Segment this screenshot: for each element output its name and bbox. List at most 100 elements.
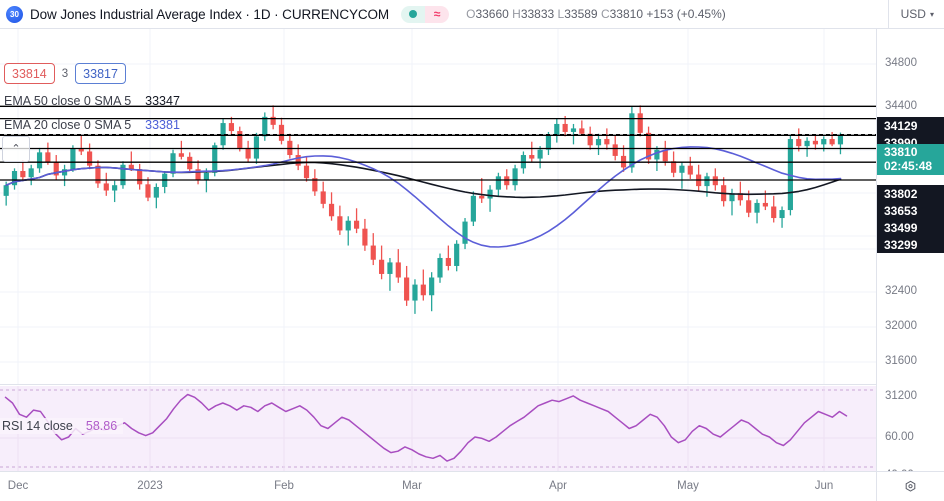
candle-body xyxy=(804,140,810,147)
candle-body xyxy=(704,176,710,187)
candle-body xyxy=(153,186,159,198)
bar-countdown: 02:45:48 xyxy=(884,159,933,173)
open-label: O xyxy=(466,7,476,21)
status-dot-wrap xyxy=(401,5,426,23)
spread-value: 3 xyxy=(61,67,69,80)
price-tick-label: 34400 xyxy=(885,100,917,112)
pane-separator[interactable] xyxy=(0,384,876,385)
wave-icon: ≈ xyxy=(433,7,441,21)
candle-body xyxy=(45,152,51,163)
rsi-pane[interactable] xyxy=(0,386,876,471)
chart-canvas[interactable]: 33814 3 33817 EMA 50 close 0 SMA 5 33347… xyxy=(0,29,876,471)
candle-body xyxy=(729,193,735,202)
candle-body xyxy=(278,124,285,141)
price-line-label[interactable]: 33299 xyxy=(877,236,944,253)
tradingview-watermark-text: TradingView xyxy=(45,469,164,471)
time-tick-label: Jun xyxy=(814,480,834,492)
candle-body xyxy=(595,139,602,146)
candle-body xyxy=(3,185,9,196)
time-tick-label: Mar xyxy=(402,480,422,492)
price-line-label[interactable]: 33653 xyxy=(877,202,944,219)
candle-body xyxy=(762,202,768,207)
symbol-title[interactable]: Dow Jones Industrial Average Index · 1D … xyxy=(30,6,390,22)
open-value: 33660 xyxy=(475,7,509,21)
candle-body xyxy=(562,123,568,132)
candle-body xyxy=(78,148,84,152)
candle-body xyxy=(587,133,593,146)
bid-ask-tags: 33814 3 33817 xyxy=(4,63,126,84)
candle-body xyxy=(137,169,143,185)
candle-body xyxy=(87,151,93,166)
legend-ema20-value: 33381 xyxy=(145,118,180,132)
candle-body xyxy=(787,139,793,211)
candle-body xyxy=(529,155,535,159)
candle-body xyxy=(328,203,335,217)
candle-body xyxy=(395,262,401,278)
candle-body xyxy=(303,165,310,179)
candle-body xyxy=(837,134,844,145)
rsi-plot xyxy=(0,386,876,471)
candle-body xyxy=(671,161,677,173)
chevron-down-icon: ▾ xyxy=(929,9,934,19)
candle-body xyxy=(262,116,268,137)
legend-ema50-value: 33347 xyxy=(145,94,180,108)
time-tick-label: Apr xyxy=(549,480,567,492)
currency-selector[interactable]: USD ▾ xyxy=(887,0,944,29)
candle-body xyxy=(462,221,468,244)
candle-body xyxy=(821,139,827,145)
price-line-label[interactable]: 33802 xyxy=(877,185,944,202)
market-status-pill[interactable]: ≈ xyxy=(401,5,450,23)
currency-label: USD xyxy=(900,7,926,21)
collapse-pane-button[interactable]: ⌃ xyxy=(2,136,30,162)
candle-body xyxy=(312,178,318,192)
candle-body xyxy=(61,169,68,176)
candle-body xyxy=(320,191,326,204)
candle-body xyxy=(337,216,343,231)
timezone-button[interactable] xyxy=(876,472,944,501)
interval-badge[interactable]: 30 xyxy=(6,5,23,23)
ema20-line xyxy=(5,146,842,248)
candle-body xyxy=(370,245,376,260)
candle-body xyxy=(112,185,118,191)
legend-ema20[interactable]: EMA 20 close 0 SMA 5 33381 xyxy=(4,118,180,132)
legend-rsi-value: 58.86 xyxy=(85,419,118,433)
legend-ema50[interactable]: EMA 50 close 0 SMA 5 33347 xyxy=(4,94,180,108)
candle-body xyxy=(662,149,668,162)
current-price-value: 33810 xyxy=(884,145,918,159)
candle-body xyxy=(545,135,552,150)
price-axis[interactable]: 3480034400340003360033200328003240032000… xyxy=(876,29,944,481)
price-line-label[interactable]: 33499 xyxy=(877,219,944,236)
high-label: H xyxy=(512,7,521,21)
candle-body xyxy=(796,139,802,147)
current-price-label[interactable]: 33810 02:45:48 xyxy=(877,144,944,175)
price-pane[interactable] xyxy=(0,29,876,384)
time-tick-label: Dec xyxy=(7,480,29,492)
legend-rsi[interactable]: RSI 14 close 58.86 xyxy=(0,418,124,434)
candle-body xyxy=(495,176,501,190)
candle-body xyxy=(404,277,410,301)
low-label: L xyxy=(557,7,565,21)
close-value: 33810 xyxy=(609,7,643,21)
candle-body xyxy=(645,132,652,160)
green-dot-icon xyxy=(409,10,418,18)
time-axis[interactable]: Dec 2023 Feb Mar Apr May Jun xyxy=(0,471,944,501)
high-value: 33833 xyxy=(520,7,555,21)
buy-price-tag[interactable]: 33817 xyxy=(75,63,126,84)
candle-body xyxy=(95,165,101,184)
time-tick-label: 2023 xyxy=(137,480,163,492)
candle-body xyxy=(345,220,351,231)
candle-body xyxy=(187,156,193,170)
legend-rsi-title: RSI 14 close xyxy=(2,419,73,433)
rsi-tick-label: 60.00 xyxy=(885,431,914,443)
candle-body xyxy=(203,172,209,180)
candle-body xyxy=(212,145,218,173)
sell-price-tag[interactable]: 33814 xyxy=(4,63,55,84)
price-tick-label: 32400 xyxy=(885,285,917,297)
price-line-label[interactable]: 34129 xyxy=(877,117,944,134)
time-tick-label: May xyxy=(677,480,699,492)
tradingview-watermark: TradingView xyxy=(8,469,164,471)
candle-body xyxy=(178,153,184,157)
candle-body xyxy=(412,284,418,301)
candle-body xyxy=(746,200,752,213)
